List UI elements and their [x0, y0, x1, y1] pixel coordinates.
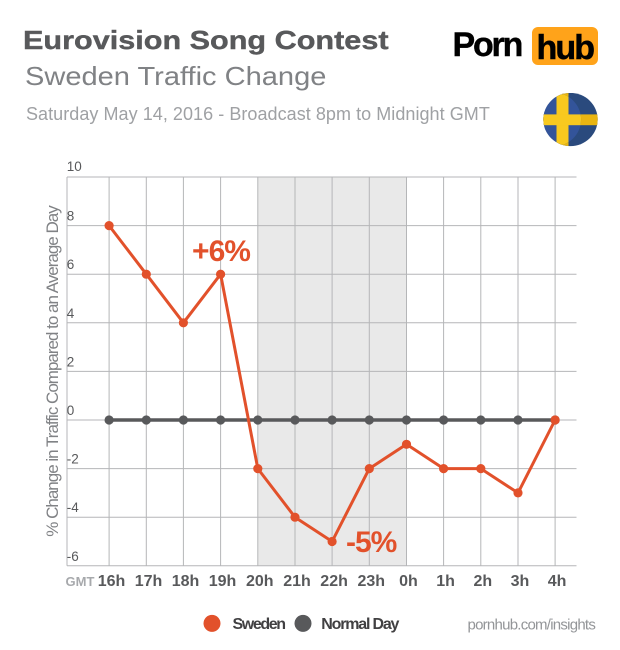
svg-text:0: 0 — [67, 403, 75, 418]
svg-text:2: 2 — [67, 354, 75, 369]
svg-text:2h: 2h — [473, 573, 492, 590]
svg-text:18h: 18h — [172, 573, 200, 590]
svg-text:10: 10 — [67, 159, 82, 174]
svg-text:21h: 21h — [283, 573, 311, 590]
svg-text:22h: 22h — [320, 573, 348, 590]
svg-text:3h: 3h — [511, 573, 530, 590]
svg-text:4: 4 — [67, 306, 75, 321]
svg-text:% Change in Traffic Compared t: % Change in Traffic Compared to an Avera… — [43, 205, 62, 537]
svg-text:GMT: GMT — [66, 574, 95, 589]
svg-text:16h: 16h — [98, 573, 126, 590]
svg-text:-2: -2 — [67, 452, 79, 467]
svg-text:-6: -6 — [67, 549, 79, 564]
svg-text:pornhub.com/insights: pornhub.com/insights — [468, 617, 596, 634]
svg-text:23h: 23h — [358, 573, 386, 590]
svg-text:19h: 19h — [209, 573, 237, 590]
svg-text:0h: 0h — [399, 573, 418, 590]
svg-text:20h: 20h — [246, 573, 274, 590]
svg-text:6: 6 — [67, 257, 75, 272]
svg-text:-4: -4 — [67, 500, 79, 515]
svg-text:+6%: +6% — [192, 235, 250, 268]
svg-text:8: 8 — [67, 209, 75, 224]
svg-text:Sweden: Sweden — [233, 616, 286, 633]
svg-text:17h: 17h — [135, 573, 163, 590]
svg-text:-5%: -5% — [346, 526, 397, 559]
svg-text:4h: 4h — [548, 573, 567, 590]
svg-text:1h: 1h — [436, 573, 455, 590]
svg-text:Normal Day: Normal Day — [321, 616, 399, 633]
